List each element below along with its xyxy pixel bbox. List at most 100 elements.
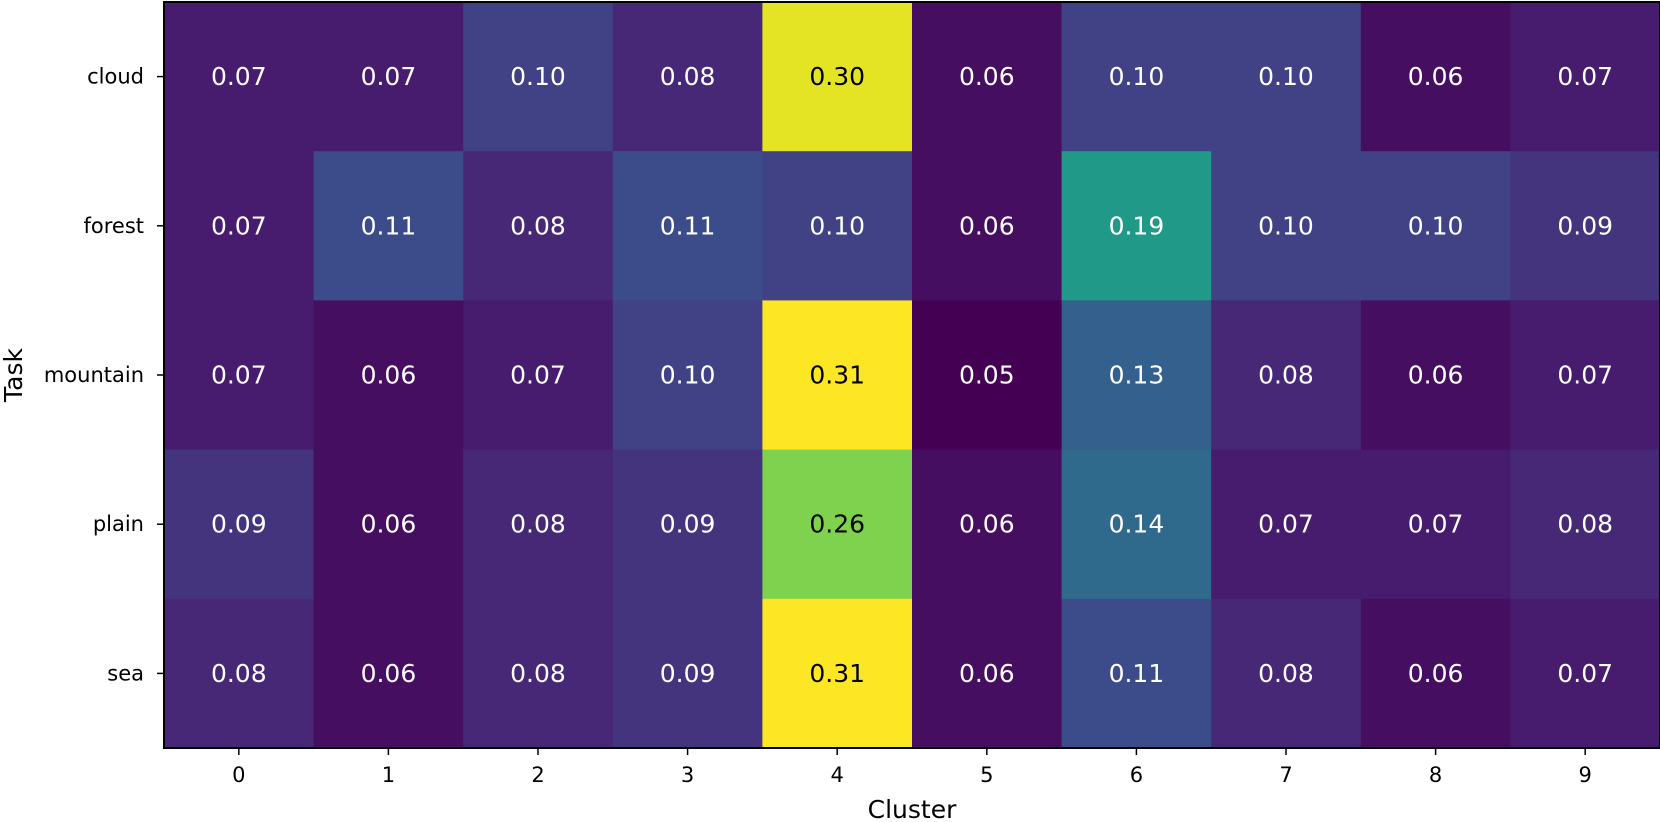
cell-value-label: 0.09 (211, 510, 267, 539)
x-tick-label: 0 (232, 763, 245, 787)
cell-value-label: 0.08 (510, 211, 566, 240)
heatmap-cell (612, 449, 763, 600)
cell-value-label: 0.07 (1557, 659, 1613, 688)
heatmap-cell (313, 300, 464, 451)
x-tick-label: 5 (980, 763, 993, 787)
cell-value-label: 0.09 (660, 510, 716, 539)
cell-value-label: 0.07 (1557, 361, 1613, 390)
y-tick-label: forest (83, 214, 144, 238)
cell-value-label: 0.11 (1109, 659, 1165, 688)
cell-value-label: 0.06 (1408, 62, 1464, 91)
cell-value-label: 0.10 (1258, 62, 1314, 91)
heatmap-cell (1061, 449, 1212, 600)
heatmap-cell (164, 2, 315, 152)
heatmap-cell (1211, 151, 1362, 301)
x-tick-label: 3 (681, 763, 694, 787)
x-tick-label: 2 (531, 763, 544, 787)
heatmap-cell (313, 598, 464, 749)
cell-value-label: 0.07 (361, 62, 417, 91)
cell-value-label: 0.10 (1258, 211, 1314, 240)
cell-value-label: 0.08 (510, 510, 566, 539)
heatmap-cells (164, 2, 1660, 749)
heatmap-cell (164, 151, 315, 301)
cell-value-label: 0.13 (1109, 361, 1165, 390)
heatmap-cell (313, 151, 464, 301)
cell-value-label: 0.31 (809, 361, 865, 390)
heatmap-cell (1211, 2, 1362, 152)
heatmap-cell (1510, 449, 1660, 600)
heatmap-cell (1061, 151, 1212, 301)
cell-value-label: 0.07 (211, 361, 267, 390)
x-axis-label: Cluster (868, 795, 957, 822)
heatmap-cell (1360, 598, 1511, 749)
heatmap-cell (612, 2, 763, 152)
heatmap-cell (463, 151, 614, 301)
cell-value-label: 0.09 (1557, 211, 1613, 240)
cell-value-label: 0.06 (361, 659, 417, 688)
heatmap-cell (762, 2, 913, 152)
heatmap-cell (762, 598, 913, 749)
cell-value-label: 0.19 (1109, 211, 1165, 240)
x-tick-label: 7 (1279, 763, 1292, 787)
cell-value-label: 0.31 (809, 659, 865, 688)
cell-value-label: 0.08 (1258, 361, 1314, 390)
cell-value-label: 0.10 (1109, 62, 1165, 91)
x-tick-label: 6 (1130, 763, 1143, 787)
cell-value-label: 0.06 (1408, 361, 1464, 390)
heatmap-cell (313, 2, 464, 152)
y-tick-label: mountain (44, 363, 144, 387)
heatmap-cell (762, 300, 913, 451)
heatmap-cell (612, 300, 763, 451)
heatmap-cell (164, 300, 315, 451)
cell-value-label: 0.06 (959, 62, 1015, 91)
x-tick-label: 9 (1579, 763, 1592, 787)
y-tick-label: sea (107, 661, 144, 685)
cell-value-label: 0.07 (1557, 62, 1613, 91)
heatmap-cell (463, 2, 614, 152)
cell-value-label: 0.06 (1408, 659, 1464, 688)
cell-value-label: 0.10 (510, 62, 566, 91)
heatmap-cell (463, 598, 614, 749)
heatmap-cell (762, 449, 913, 600)
cell-value-label: 0.06 (959, 510, 1015, 539)
heatmap-cell (1360, 2, 1511, 152)
cell-value-label: 0.26 (809, 510, 865, 539)
cell-value-label: 0.07 (1258, 510, 1314, 539)
heatmap-cell (1211, 598, 1362, 749)
cell-value-label: 0.11 (660, 211, 716, 240)
x-tick-label: 1 (382, 763, 395, 787)
cell-value-label: 0.06 (361, 510, 417, 539)
x-tick-label: 8 (1429, 763, 1442, 787)
cell-value-label: 0.30 (809, 62, 865, 91)
cell-value-label: 0.07 (211, 62, 267, 91)
heatmap-cell (1510, 598, 1660, 749)
heatmap-cell (463, 300, 614, 451)
y-tick-label: plain (93, 512, 144, 536)
heatmap-cell (463, 449, 614, 600)
cell-value-label: 0.06 (959, 659, 1015, 688)
x-axis-ticks: 0 1 2 3 4 5 6 7 8 9 (232, 748, 1592, 787)
heatmap-cell (164, 449, 315, 600)
heatmap-cell (612, 151, 763, 301)
cell-value-label: 0.07 (211, 211, 267, 240)
y-axis-label: Task (0, 348, 28, 403)
heatmap-cell (612, 598, 763, 749)
heatmap-cell (912, 300, 1063, 451)
heatmap-cell (1061, 2, 1212, 152)
heatmap-cell (164, 598, 315, 749)
heatmap-cell (1510, 2, 1660, 152)
heatmap-cell (1211, 300, 1362, 451)
heatmap-cell (762, 151, 913, 301)
cell-value-label: 0.08 (660, 62, 716, 91)
heatmap-cell (1360, 449, 1511, 600)
x-tick-label: 4 (831, 763, 844, 787)
y-tick-label: cloud (87, 65, 144, 89)
heatmap-cell (1510, 300, 1660, 451)
cell-value-label: 0.10 (809, 211, 865, 240)
heatmap-cell (1510, 151, 1660, 301)
cell-value-label: 0.14 (1109, 510, 1165, 539)
heatmap-cell (1061, 300, 1212, 451)
cell-value-label: 0.08 (1557, 510, 1613, 539)
cell-value-label: 0.06 (361, 361, 417, 390)
